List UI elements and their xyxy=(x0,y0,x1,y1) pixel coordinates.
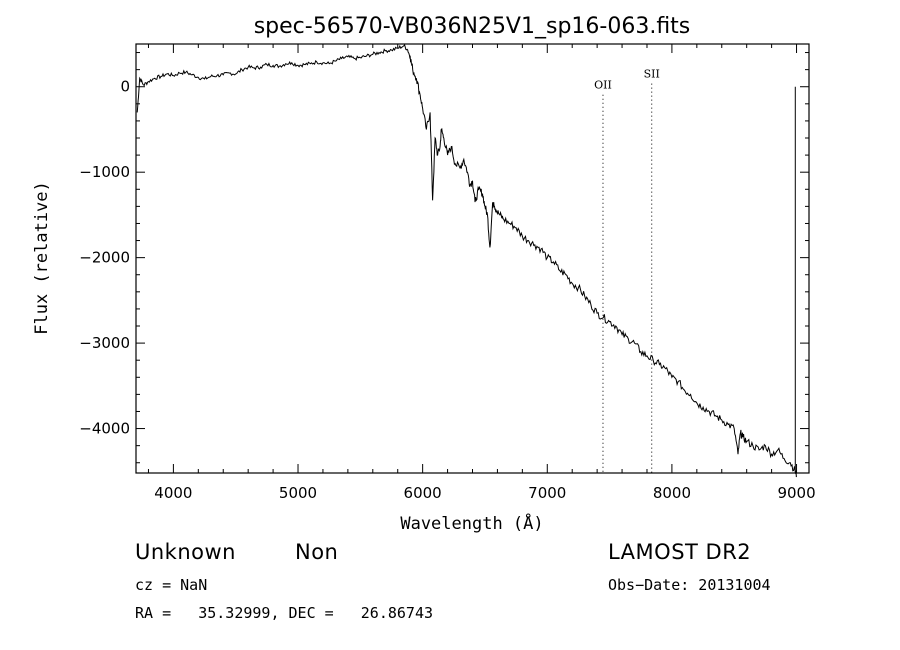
x-tick-label: 5000 xyxy=(279,484,317,502)
y-tick-label: −1000 xyxy=(79,163,130,181)
plot-area: OII SII xyxy=(136,43,797,478)
y-tick-label: −2000 xyxy=(79,249,130,267)
spectrum-series-line xyxy=(136,43,797,478)
x-axis: 4000 5000 6000 7000 8000 9000 xyxy=(147,44,816,502)
x-axis-label: Wavelength (Å) xyxy=(400,512,543,534)
emission-line-label-oii: OII xyxy=(594,79,612,92)
y-tick-label: 0 xyxy=(120,78,130,96)
x-tick-label: 9000 xyxy=(777,484,815,502)
chart-title: spec-56570-VB036N25V1_sp16-063.fits xyxy=(254,14,691,39)
observation-date: Obs−Date: 20131004 xyxy=(608,576,771,594)
object-subclass: Non xyxy=(295,540,339,564)
coordinates: RA = 35.32999, DEC = 26.86743 xyxy=(135,604,434,622)
y-tick-label: −3000 xyxy=(79,334,130,352)
survey-name: LAMOST DR2 xyxy=(608,540,752,564)
emission-line-label-sii: SII xyxy=(644,68,660,81)
redshift-value: cz = NaN xyxy=(135,576,208,594)
y-axis-label: Flux (relative) xyxy=(32,181,52,335)
x-tick-label: 7000 xyxy=(528,484,566,502)
x-tick-label: 4000 xyxy=(154,484,192,502)
x-tick-label: 6000 xyxy=(404,484,442,502)
object-class: Unknown xyxy=(135,540,236,564)
plot-frame xyxy=(135,43,810,474)
x-tick-label: 8000 xyxy=(653,484,691,502)
y-axis: 0 −1000 −2000 −3000 −4000 xyxy=(79,52,809,464)
y-tick-label: −4000 xyxy=(79,420,130,438)
